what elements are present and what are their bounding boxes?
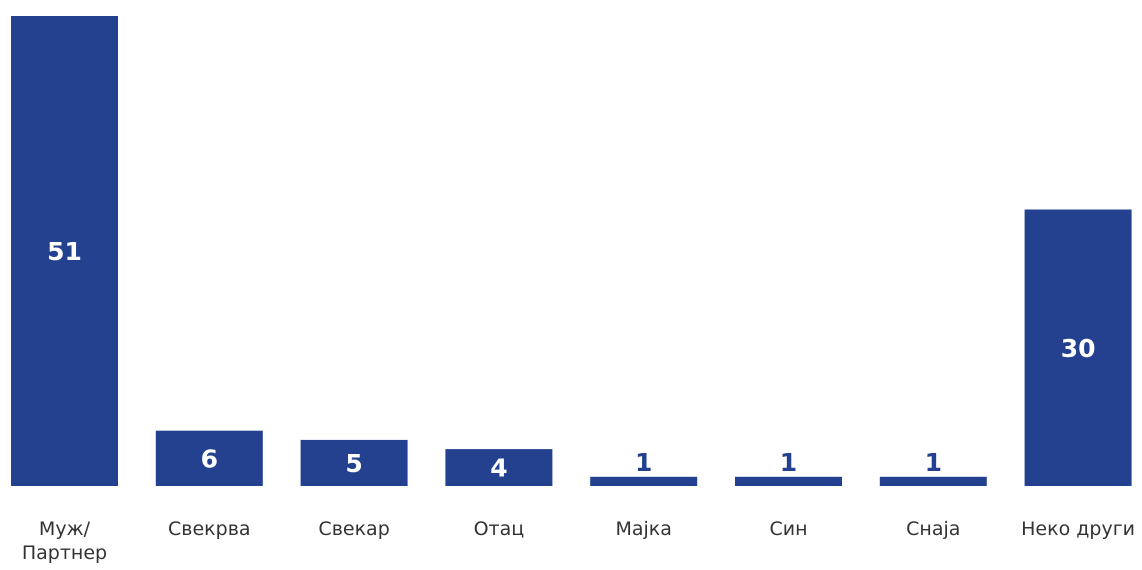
bar-value-label: 1: [635, 448, 652, 477]
bar: [1024, 209, 1132, 486]
bar: [11, 16, 118, 486]
bar: [155, 430, 263, 486]
category-label: Свекрва: [168, 518, 251, 540]
category-label: Неко други: [1021, 518, 1135, 540]
category-label: Свекар: [318, 518, 389, 540]
bar-value-label: 6: [201, 444, 218, 473]
bar-value-label: 1: [780, 448, 797, 477]
category-label: Снаја: [906, 518, 960, 540]
bar-value-label: 51: [47, 237, 82, 266]
bar-value-label: 1: [925, 448, 942, 477]
category-label: Мајка: [615, 518, 671, 540]
bar: [300, 439, 408, 486]
category-label: Партнер: [22, 542, 107, 564]
bar: [445, 449, 553, 486]
category-label: Муж/: [39, 518, 91, 540]
bar: [879, 476, 987, 486]
bar-value-label: 5: [345, 449, 362, 478]
bar: [590, 476, 698, 486]
bar: [735, 476, 842, 486]
category-label: Син: [769, 518, 807, 540]
bar-value-label: 30: [1061, 334, 1096, 363]
category-label: Отац: [474, 518, 525, 540]
bar-value-label: 4: [490, 454, 507, 483]
